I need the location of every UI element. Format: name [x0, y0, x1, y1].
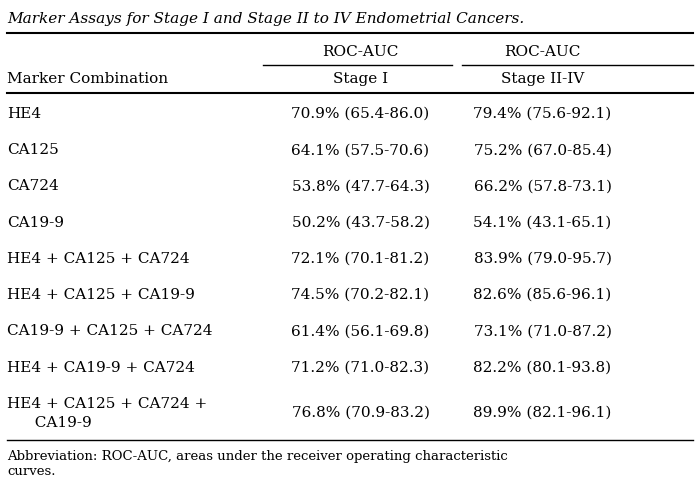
Text: Marker Combination: Marker Combination — [7, 72, 168, 86]
Text: Stage II-IV: Stage II-IV — [501, 72, 584, 86]
Text: CA19-9 + CA125 + CA724: CA19-9 + CA125 + CA724 — [7, 324, 213, 338]
Text: 79.4% (75.6-92.1): 79.4% (75.6-92.1) — [473, 107, 612, 121]
Text: 74.5% (70.2-82.1): 74.5% (70.2-82.1) — [291, 288, 430, 302]
Text: HE4: HE4 — [7, 107, 41, 121]
Text: 54.1% (43.1-65.1): 54.1% (43.1-65.1) — [473, 216, 612, 230]
Text: 82.6% (85.6-96.1): 82.6% (85.6-96.1) — [473, 288, 612, 302]
Text: 89.9% (82.1-96.1): 89.9% (82.1-96.1) — [473, 406, 612, 420]
Text: 64.1% (57.5-70.6): 64.1% (57.5-70.6) — [291, 143, 430, 157]
Text: 70.9% (65.4-86.0): 70.9% (65.4-86.0) — [291, 107, 430, 121]
Text: ROC-AUC: ROC-AUC — [322, 45, 399, 59]
Text: HE4 + CA125 + CA19-9: HE4 + CA125 + CA19-9 — [7, 288, 195, 302]
Text: HE4 + CA19-9 + CA724: HE4 + CA19-9 + CA724 — [7, 361, 195, 374]
Text: Stage I: Stage I — [333, 72, 388, 86]
Text: 66.2% (57.8-73.1): 66.2% (57.8-73.1) — [473, 180, 612, 193]
Text: Marker Assays for Stage I and Stage II to IV Endometrial Cancers.: Marker Assays for Stage I and Stage II t… — [7, 12, 524, 26]
Text: 73.1% (71.0-87.2): 73.1% (71.0-87.2) — [473, 324, 612, 338]
Text: 50.2% (43.7-58.2): 50.2% (43.7-58.2) — [291, 216, 430, 230]
Text: HE4 + CA125 + CA724: HE4 + CA125 + CA724 — [7, 252, 190, 266]
Text: 53.8% (47.7-64.3): 53.8% (47.7-64.3) — [292, 180, 429, 193]
Text: 76.8% (70.9-83.2): 76.8% (70.9-83.2) — [291, 406, 430, 420]
Text: 75.2% (67.0-85.4): 75.2% (67.0-85.4) — [473, 143, 612, 157]
Text: 61.4% (56.1-69.8): 61.4% (56.1-69.8) — [291, 324, 430, 338]
Text: CA19-9: CA19-9 — [25, 416, 91, 430]
Text: 72.1% (70.1-81.2): 72.1% (70.1-81.2) — [291, 252, 430, 266]
Text: 82.2% (80.1-93.8): 82.2% (80.1-93.8) — [473, 361, 612, 374]
Text: CA19-9: CA19-9 — [7, 216, 64, 230]
Text: 83.9% (79.0-95.7): 83.9% (79.0-95.7) — [473, 252, 612, 266]
Text: HE4 + CA125 + CA724 +: HE4 + CA125 + CA724 + — [7, 397, 207, 411]
Text: CA724: CA724 — [7, 180, 59, 193]
Text: Abbreviation: ROC-AUC, areas under the receiver operating characteristic
curves.: Abbreviation: ROC-AUC, areas under the r… — [7, 450, 508, 478]
Text: 71.2% (71.0-82.3): 71.2% (71.0-82.3) — [291, 361, 430, 374]
Text: CA125: CA125 — [7, 143, 59, 157]
Text: ROC-AUC: ROC-AUC — [504, 45, 581, 59]
